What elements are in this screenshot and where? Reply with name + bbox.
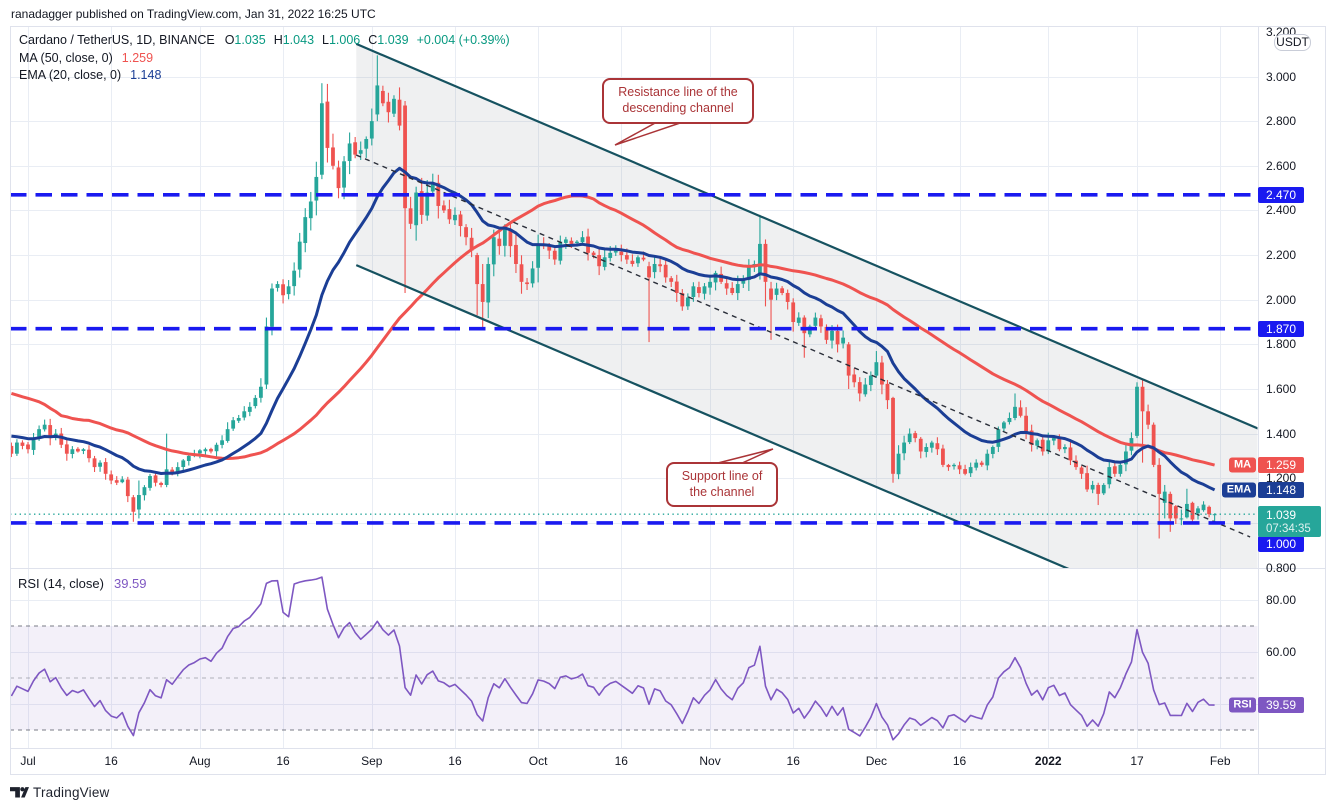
last-price-countdown-label: 1.039 07:34:35	[1258, 506, 1321, 538]
ma-label[interactable]: MA (50, close, 0)	[19, 51, 113, 65]
time-tick-2022: 2022	[1034, 754, 1062, 768]
price-tick-2.200: 2.200	[1266, 248, 1297, 263]
price-tick-2.800: 2.800	[1266, 114, 1297, 129]
price-tick-3.000: 3.000	[1266, 69, 1297, 84]
rsi-tick-60.00: 60.00	[1266, 645, 1297, 659]
level-label-1.870: 1.870	[1258, 320, 1304, 337]
time-tick-Jul: Jul	[20, 754, 36, 768]
rsi-price-label: 39.59	[1258, 697, 1304, 714]
ema-value: 1.148	[130, 68, 162, 82]
ma-value: 1.259	[121, 51, 154, 65]
ema-label[interactable]: EMA (20, close, 0)	[19, 68, 122, 82]
symbol-title[interactable]: Cardano / TetherUS, 1D, BINANCE	[19, 33, 215, 47]
annotation-support-line2: the channel	[689, 485, 755, 499]
time-tick-Feb: Feb	[1209, 754, 1231, 768]
annotation-resistance[interactable]: Resistance line of the descending channe…	[602, 78, 754, 124]
time-tick-Oct: Oct	[528, 754, 548, 768]
price-tick-2.000: 2.000	[1266, 292, 1297, 307]
time-tick-16: 16	[448, 754, 462, 768]
annotation-support[interactable]: Support line of the channel	[666, 462, 778, 507]
price-tick-0.800: 0.800	[1266, 560, 1297, 575]
descending-channel-fill	[356, 43, 1258, 568]
time-tick-17: 17	[1130, 754, 1144, 768]
candlestick-series[interactable]	[9, 55, 1217, 539]
ma50-line[interactable]	[10, 194, 1215, 467]
price-tick-1.200: 1.200	[1266, 471, 1297, 486]
channel-resistance-line[interactable]	[355, 42, 1258, 430]
annotation-support-line1: Support line of	[681, 469, 763, 483]
time-tick-16: 16	[104, 754, 118, 768]
ohlc-H: H1.043	[273, 33, 315, 47]
ohlc-L: L1.006	[322, 33, 361, 47]
annotation-resistance-pointer	[614, 121, 684, 146]
price-tick-2.400: 2.400	[1266, 203, 1297, 218]
chart-legend: Cardano / TetherUS, 1D, BINANCE O1.035 H1.…	[19, 31, 510, 84]
rsi-tick-80.00: 80.00	[1266, 593, 1297, 607]
price-tick-2.600: 2.600	[1266, 158, 1297, 173]
ohlc-values: O1.035 H1.043 L1.006 C1.039	[215, 33, 409, 47]
annotation-resistance-line2: descending channel	[622, 101, 734, 115]
level-label-2.470: 2.470	[1258, 186, 1304, 203]
ohlc-C: C1.039	[368, 33, 409, 47]
rsi-legend-row[interactable]: RSI (14, close) 39.59	[18, 576, 147, 591]
price-tick-1.400: 1.400	[1266, 426, 1297, 441]
ema-axis-tag: EMA	[1222, 482, 1256, 498]
ema-price-label: 1.148	[1258, 481, 1304, 498]
level-label-1.000: 1.000	[1258, 536, 1304, 552]
publish-header: ranadagger published on TradingView.com,…	[11, 7, 376, 21]
main-pane[interactable]	[9, 42, 1258, 650]
time-tick-Nov: Nov	[699, 754, 721, 768]
tradingview-wordmark[interactable]: TradingView	[33, 785, 110, 800]
tradingview-logo-icon[interactable]	[10, 787, 29, 798]
dashed-trendline[interactable]	[355, 154, 1251, 538]
bar-countdown: 07:34:35	[1266, 523, 1311, 536]
time-tick-16: 16	[276, 754, 290, 768]
price-tick-1.600: 1.600	[1266, 381, 1297, 396]
rsi-pane[interactable]	[10, 576, 1258, 741]
time-tick-Aug: Aug	[189, 754, 211, 768]
last-price-value: 1.039	[1266, 508, 1297, 523]
rsi-value: 39.59	[113, 576, 147, 591]
currency-toggle-button[interactable]: USDT	[1274, 34, 1311, 51]
time-tick-16: 16	[952, 754, 967, 768]
price-tick-1.800: 1.800	[1266, 337, 1297, 352]
time-tick-16: 16	[786, 754, 800, 768]
ohlc-O: O1.035	[224, 33, 266, 47]
ma-legend-row[interactable]: MA (50, close, 0) 1.259	[19, 50, 510, 67]
rsi-axis-tag: RSI	[1229, 697, 1256, 713]
time-tick-Sep: Sep	[361, 754, 383, 768]
ma-price-label: 1.259	[1258, 457, 1304, 474]
rsi-line[interactable]	[10, 576, 1215, 741]
change-value: +0.004 (+0.39%)	[416, 33, 510, 47]
symbol-legend-row[interactable]: Cardano / TetherUS, 1D, BINANCE O1.035 H1.…	[19, 31, 510, 50]
time-tick-16: 16	[614, 754, 628, 768]
ema-legend-row[interactable]: EMA (20, close, 0) 1.148	[19, 67, 510, 84]
ema20-line[interactable]	[11, 166, 1216, 492]
gridlines	[10, 26, 1258, 748]
rsi-label[interactable]: RSI (14, close)	[18, 576, 104, 591]
pane-borders	[10, 26, 1326, 775]
time-tick-Dec: Dec	[865, 754, 888, 768]
annotation-resistance-line1: Resistance line of the	[618, 85, 738, 99]
ma-axis-tag: MA	[1229, 457, 1256, 473]
